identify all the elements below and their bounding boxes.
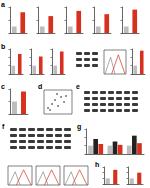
svg-text:a: a [1, 1, 5, 8]
svg-text:c: c [1, 83, 5, 90]
svg-text:d: d [38, 83, 42, 90]
svg-text:g: g [77, 123, 81, 131]
svg-text:e: e [76, 83, 80, 90]
svg-text:h: h [95, 161, 99, 168]
svg-text:f: f [2, 123, 5, 130]
svg-text:b: b [1, 43, 5, 50]
